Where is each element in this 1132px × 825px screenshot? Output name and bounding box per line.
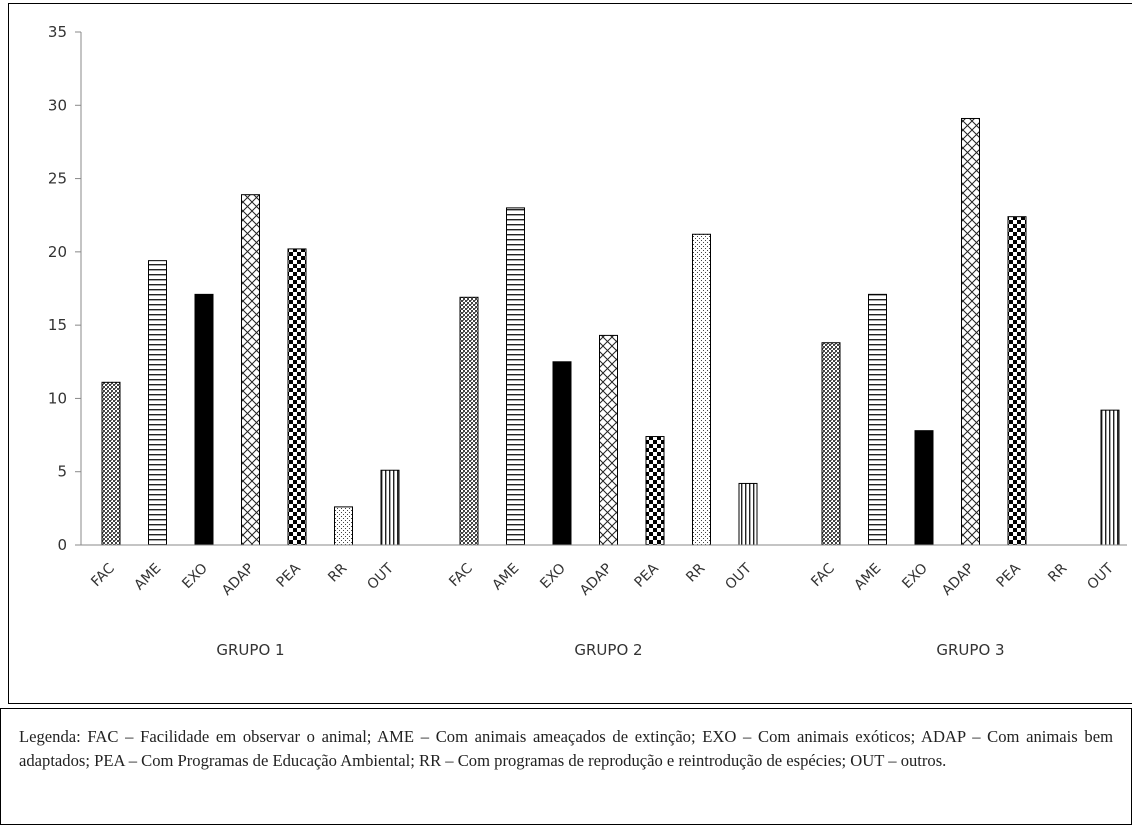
- y-tick-label: 25: [48, 170, 67, 188]
- bar-ame: [148, 260, 167, 546]
- bar-pea: [645, 436, 665, 546]
- bar-fac: [821, 342, 841, 546]
- bar-fac: [101, 381, 121, 546]
- bar-out: [380, 469, 400, 546]
- category-label: ADAP: [939, 561, 977, 599]
- y-tick-label: 0: [57, 536, 67, 554]
- category-label: PEA: [274, 560, 305, 591]
- bar-ame: [868, 293, 887, 546]
- bar-exo: [914, 430, 934, 546]
- y-axis: 0 5 10 15 20 25 30 35: [48, 23, 82, 554]
- bar-group: [459, 207, 758, 546]
- category-label: OUT: [364, 560, 397, 593]
- category-label: FAC: [88, 560, 118, 590]
- y-tick-label: 30: [48, 96, 67, 114]
- bar-exo: [552, 361, 572, 546]
- bar-adap: [961, 117, 980, 546]
- group-label: GRUPO 3: [936, 641, 1004, 659]
- category-label: AME: [851, 561, 884, 594]
- bar-out: [1100, 409, 1120, 546]
- bar-group: [101, 194, 400, 546]
- bars: [101, 117, 1120, 546]
- chart-frame: 0 5 10 15 20 25 30 35 FAC AME EXO ADAP PEA RR OUT GRUP…: [8, 3, 1132, 704]
- category-label: OUT: [1084, 560, 1117, 593]
- bar-pea: [287, 248, 307, 546]
- bar-rr: [334, 506, 353, 546]
- group-label: GRUPO 1: [216, 641, 284, 659]
- category-label: EXO: [179, 561, 211, 593]
- y-tick-label: 5: [57, 463, 67, 481]
- bar-ame: [506, 207, 525, 546]
- category-label: ADAP: [219, 561, 257, 599]
- legend-box: Legenda: FAC – Facilidade em observar o …: [0, 708, 1132, 825]
- bar-exo: [194, 293, 214, 546]
- category-label: RR: [1045, 560, 1070, 585]
- y-tick-label: 10: [48, 389, 67, 407]
- category-label: FAC: [446, 560, 476, 590]
- legend-text: Legenda: FAC – Facilidade em observar o …: [19, 727, 1113, 770]
- category-label: EXO: [537, 561, 569, 593]
- category-label: AME: [489, 561, 522, 594]
- bar-out: [738, 482, 758, 546]
- bar-fac: [459, 296, 479, 546]
- y-tick-label: 20: [48, 243, 67, 261]
- group-label: GRUPO 2: [574, 641, 642, 659]
- category-label: EXO: [899, 561, 931, 593]
- bar-group: [821, 117, 1120, 546]
- category-label: PEA: [632, 560, 663, 591]
- category-label: FAC: [808, 560, 838, 590]
- category-label: OUT: [722, 560, 755, 593]
- bar-pea: [1007, 216, 1027, 546]
- category-label: AME: [131, 561, 164, 594]
- category-label: ADAP: [577, 561, 615, 599]
- y-tick-label: 15: [48, 316, 67, 334]
- category-label: PEA: [994, 560, 1025, 591]
- bar-adap: [599, 334, 618, 546]
- category-label: RR: [683, 560, 708, 585]
- bar-rr: [692, 233, 711, 546]
- category-label: RR: [325, 560, 350, 585]
- y-tick-label: 35: [48, 23, 67, 41]
- bar-adap: [241, 194, 260, 546]
